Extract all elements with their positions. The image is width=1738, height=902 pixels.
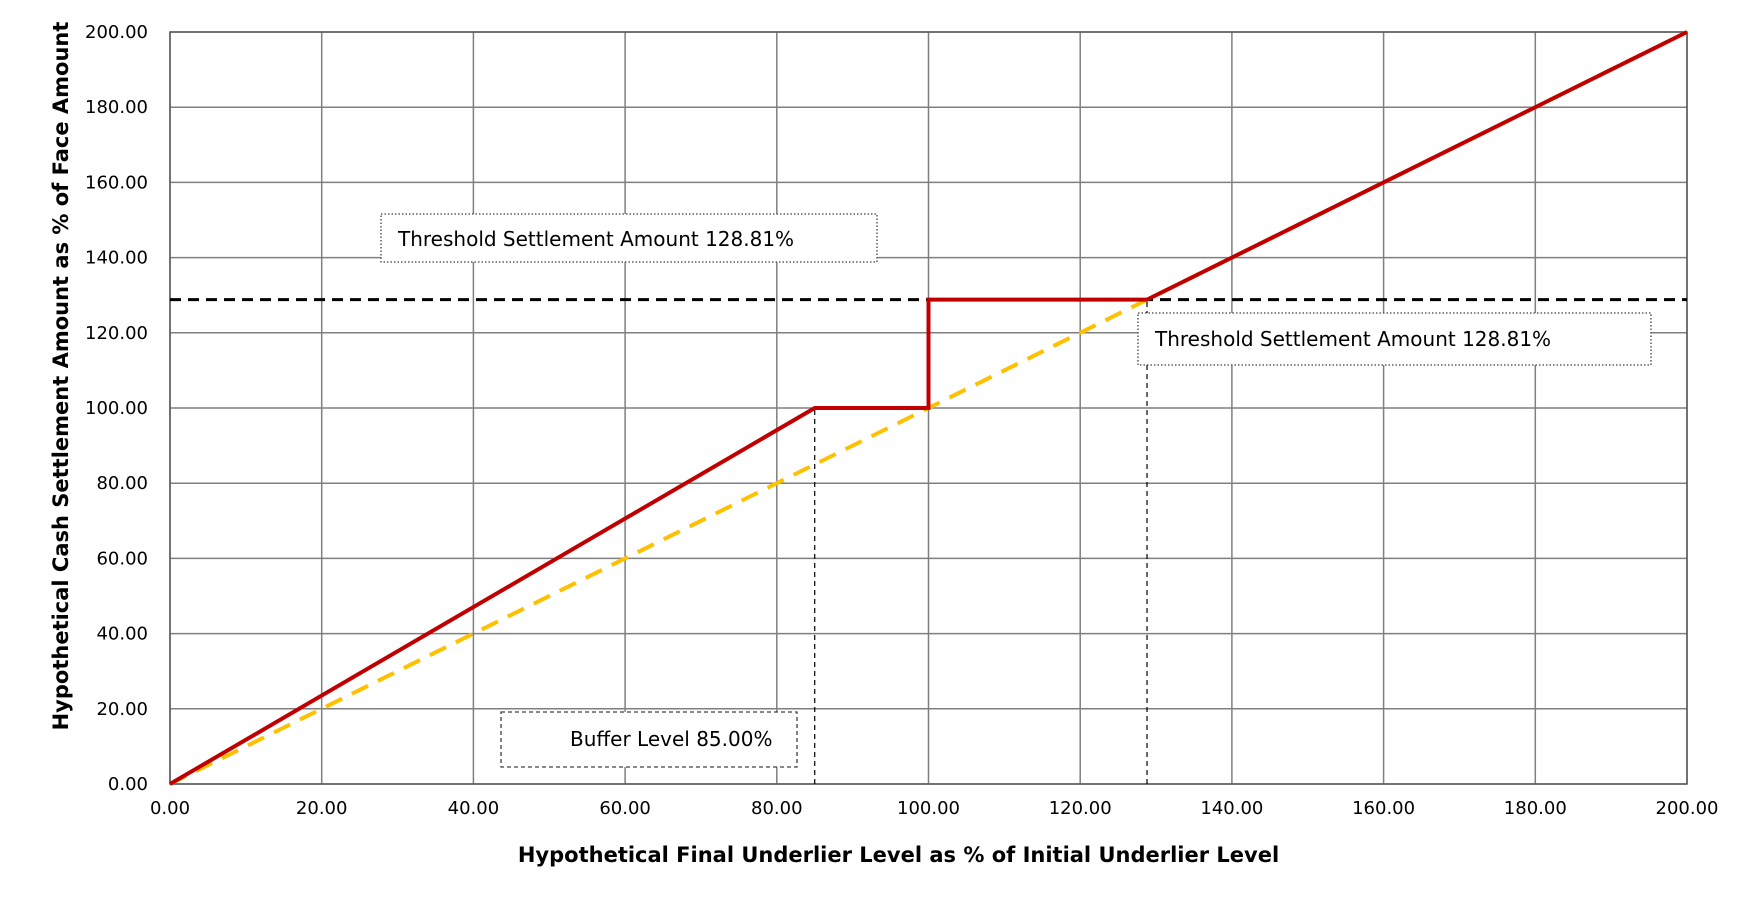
x-tick-label: 180.00 — [1504, 798, 1567, 819]
x-tick-label: 0.00 — [150, 798, 190, 819]
y-tick-label: 200.00 — [85, 22, 148, 43]
x-tick-label: 120.00 — [1049, 798, 1112, 819]
payout-series-line — [168, 30, 1688, 786]
x-tick-label: 80.00 — [751, 798, 803, 819]
y-tick-label: 180.00 — [85, 97, 148, 118]
series-layer — [168, 30, 1688, 786]
annotations-layer: Threshold Settlement Amount 128.81% Thres… — [380, 213, 1652, 768]
x-axis-title: Hypothetical Final Underlier Level as % … — [518, 843, 1279, 867]
y-tick-label: 80.00 — [96, 473, 148, 494]
y-tick-label: 140.00 — [85, 248, 148, 269]
tick-labels-layer: 0.00 20.00 40.00 60.00 80.00 100.00 120.00 140.… — [85, 22, 1718, 819]
grid-layer — [169, 31, 1688, 785]
y-tick-label: 100.00 — [85, 398, 148, 419]
y-tick-label: 20.00 — [96, 699, 148, 720]
y-tick-label: 40.00 — [96, 624, 148, 645]
x-tick-label: 140.00 — [1200, 798, 1263, 819]
plot-border — [169, 31, 1688, 785]
annotation-label: Buffer Level 85.00% — [570, 727, 772, 751]
annotation-box — [1137, 312, 1652, 366]
x-tick-label: 60.00 — [599, 798, 651, 819]
annotation-label: Threshold Settlement Amount 128.81% — [1154, 327, 1551, 351]
x-tick-label: 40.00 — [448, 798, 500, 819]
x-tick-label: 160.00 — [1352, 798, 1415, 819]
annotation-label: Threshold Settlement Amount 128.81% — [397, 227, 794, 251]
x-tick-label: 200.00 — [1656, 798, 1719, 819]
y-tick-label: 0.00 — [108, 774, 148, 795]
y-axis-title: Hypothetical Cash Settlement Amount as %… — [49, 22, 73, 731]
y-tick-label: 60.00 — [96, 548, 148, 569]
annotation-box — [380, 213, 878, 263]
y-tick-label: 160.00 — [85, 172, 148, 193]
annotation-box — [500, 711, 798, 768]
x-tick-label: 20.00 — [296, 798, 348, 819]
x-tick-label: 100.00 — [897, 798, 960, 819]
y-tick-label: 120.00 — [85, 323, 148, 344]
